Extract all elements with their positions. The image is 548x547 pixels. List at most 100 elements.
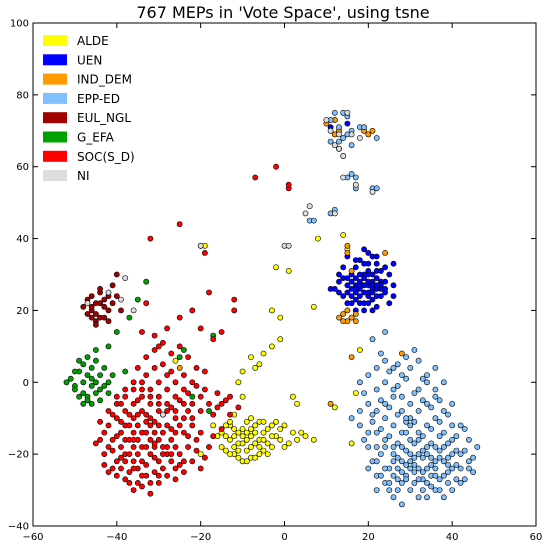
data-point [88, 400, 95, 407]
data-point [159, 451, 166, 457]
data-point [189, 422, 196, 429]
data-point [130, 386, 137, 393]
data-point [440, 494, 447, 501]
data-point [143, 429, 150, 436]
data-point [118, 465, 124, 472]
data-point [97, 436, 103, 443]
data-point [394, 465, 401, 472]
data-point [72, 386, 78, 393]
data-point [382, 436, 388, 443]
data-point [248, 444, 254, 450]
data-point [239, 426, 246, 432]
data-point [348, 131, 355, 138]
data-point [419, 433, 426, 440]
data-point [407, 436, 414, 443]
data-point [440, 408, 447, 414]
data-point [113, 393, 120, 400]
data-point [373, 260, 380, 267]
data-point [193, 382, 200, 389]
data-point [428, 454, 435, 461]
data-point [440, 458, 447, 465]
data-point [214, 404, 221, 411]
data-point [93, 440, 99, 447]
data-point [243, 429, 250, 436]
data-point [101, 451, 108, 457]
data-point [84, 311, 91, 317]
data-point [159, 465, 166, 472]
data-point [84, 372, 91, 378]
data-point [206, 289, 212, 296]
data-point [453, 476, 460, 483]
data-point [424, 479, 430, 486]
data-point [432, 444, 439, 450]
data-point [122, 408, 129, 414]
data-point [352, 390, 359, 396]
data-point [390, 458, 397, 465]
data-point [268, 422, 275, 429]
legend-swatch [43, 150, 67, 162]
data-point [210, 422, 217, 429]
data-point [201, 368, 208, 375]
data-point [268, 444, 275, 450]
data-point [206, 444, 212, 450]
data-point [218, 400, 225, 407]
data-point [373, 364, 380, 371]
data-point [327, 127, 334, 134]
data-point [180, 372, 187, 378]
x-tick-label: 60 [530, 532, 543, 543]
data-point [147, 393, 154, 400]
data-point [436, 397, 443, 404]
data-point [369, 411, 376, 418]
data-point [428, 483, 435, 490]
data-point [352, 285, 359, 292]
data-point [373, 253, 380, 260]
data-point [411, 418, 418, 425]
data-point [344, 120, 351, 127]
data-point [386, 300, 393, 307]
data-point [176, 314, 183, 321]
data-point [168, 404, 175, 411]
data-point [419, 375, 426, 382]
data-point [356, 282, 363, 289]
data-point [118, 429, 124, 436]
data-point [227, 436, 233, 443]
data-point [361, 390, 367, 396]
data-point [331, 109, 338, 116]
data-point [155, 408, 162, 414]
data-point [398, 444, 405, 450]
data-point [373, 444, 380, 450]
data-point [432, 472, 439, 479]
data-point [76, 393, 82, 400]
data-point [126, 451, 133, 457]
data-point [277, 314, 284, 321]
data-point [369, 296, 376, 303]
legend-swatch [43, 92, 67, 104]
data-point [390, 494, 397, 501]
data-point [457, 422, 464, 429]
data-point [130, 458, 137, 465]
data-point [465, 465, 472, 472]
data-point [189, 307, 196, 314]
data-point [227, 451, 233, 457]
data-point [415, 386, 422, 393]
data-point [382, 249, 388, 256]
data-point [407, 451, 414, 457]
data-point [260, 447, 267, 454]
data-point [344, 275, 351, 281]
y-tick-label: 100 [10, 19, 29, 30]
points-layer [63, 109, 481, 508]
y-tick-label: 40 [16, 234, 29, 245]
data-point [172, 393, 179, 400]
data-point [411, 469, 418, 475]
data-point [227, 393, 233, 400]
data-point [365, 300, 372, 307]
data-point [134, 296, 141, 303]
data-point [93, 390, 99, 396]
data-point [289, 393, 296, 400]
data-point [369, 307, 376, 314]
data-point [415, 357, 422, 364]
data-point [260, 429, 267, 436]
data-point [105, 307, 112, 314]
data-point [134, 479, 141, 486]
data-point [390, 282, 397, 289]
